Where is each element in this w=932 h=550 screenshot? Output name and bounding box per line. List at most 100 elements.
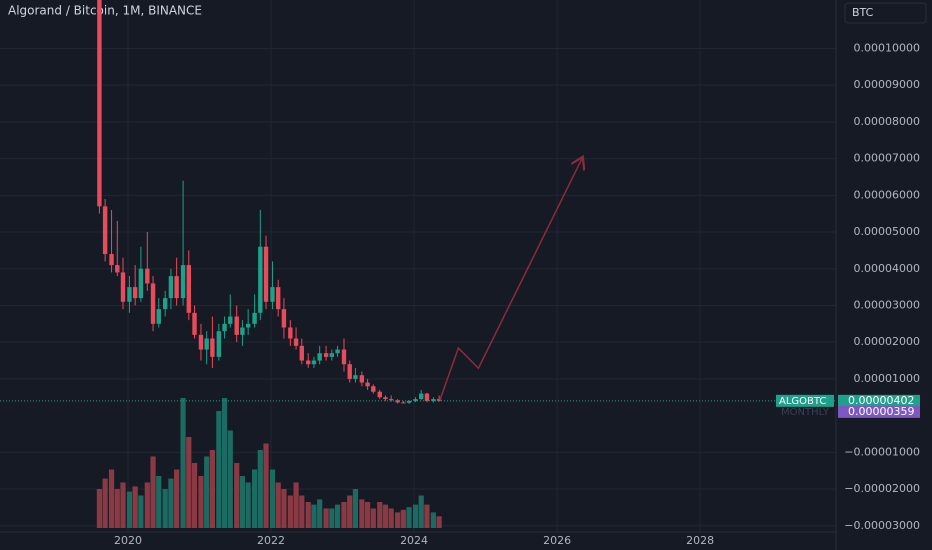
y-tick-label: 0.00002000 (854, 335, 920, 348)
candle-body (245, 323, 251, 328)
volume-bar (269, 469, 276, 528)
candle-body (168, 276, 174, 299)
volume-bar (257, 450, 263, 528)
volume-bar (245, 482, 251, 528)
volume-bar (144, 482, 150, 528)
y-tick-label: 0.00009000 (854, 78, 920, 91)
candle-body (263, 246, 269, 302)
symbol-label: ALGOBTC (779, 396, 826, 407)
volume-bar (120, 482, 126, 528)
candle-body (127, 287, 132, 302)
candle-body (192, 312, 197, 335)
volume-bar (436, 516, 442, 528)
y-tick-label: 0.00005000 (854, 225, 920, 238)
candle-body (383, 397, 388, 400)
candle-body (234, 316, 239, 335)
y-tick-label: 0.00003000 (854, 298, 920, 311)
volume-bar (418, 495, 424, 528)
candle-body (299, 345, 304, 361)
candle-body (210, 338, 215, 357)
volume-bar (221, 398, 228, 528)
candle-body (115, 265, 120, 273)
candle-body (311, 360, 317, 365)
monthly-label: MONTHLY (781, 407, 830, 418)
volume-bar (305, 502, 311, 528)
monthly-price-label: 0.00000359 (848, 405, 914, 418)
y-tick-label: 0.00007000 (854, 152, 920, 165)
price-label: 0.00000402 (848, 394, 914, 407)
volume-bar (138, 495, 144, 528)
y-tick-label: 0.00006000 (854, 188, 920, 201)
volume-bar (430, 512, 436, 528)
candle-body (359, 375, 365, 383)
candle-body (436, 399, 442, 401)
volume-bar (317, 499, 323, 528)
volume-bar (400, 509, 406, 528)
candle-body (323, 353, 329, 357)
volume-bar (287, 495, 293, 528)
candle-body (341, 349, 347, 365)
candle-body (162, 298, 168, 310)
x-tick-label: 2024 (400, 534, 428, 547)
candle-body (109, 254, 114, 266)
volume-bar (311, 504, 317, 528)
candle-body (102, 206, 108, 255)
candle-body (395, 400, 400, 403)
candle-body (150, 283, 156, 324)
volume-bar (227, 430, 233, 528)
volume-bar (359, 499, 365, 528)
y-tick-label: 0.00008000 (854, 115, 920, 128)
volume-bar (198, 476, 204, 528)
candle-body (270, 287, 275, 302)
y-tick-label: −0.00002000 (844, 482, 920, 495)
volume-bar (293, 482, 299, 528)
x-tick-label: 2022 (257, 534, 285, 547)
currency-label[interactable]: BTC (852, 6, 874, 19)
candle-body (371, 386, 376, 392)
candle-body (377, 391, 382, 398)
candle-body (281, 309, 287, 328)
volume-bar (412, 504, 419, 528)
chart-title: Algorand / Bitcoin, 1M, BINANCE (8, 4, 202, 18)
volume-bar (162, 489, 168, 528)
candle-body (186, 265, 191, 313)
volume-bar (424, 504, 430, 528)
candle-body (424, 393, 430, 401)
candle-body (406, 400, 412, 403)
volume-bar (334, 504, 341, 528)
volume-bar (150, 456, 156, 528)
volume-bar (186, 437, 192, 528)
candle-body (288, 327, 293, 339)
candle-body (401, 402, 406, 404)
currency-button[interactable] (844, 2, 927, 24)
volume-bar (168, 478, 174, 528)
projection-arrow (439, 157, 583, 401)
candle-body (132, 287, 138, 299)
volume-bar (347, 495, 353, 528)
candle-body (97, 0, 102, 207)
volume-bar (281, 489, 287, 528)
candle-body (138, 268, 144, 299)
candle-body (335, 349, 340, 354)
volume-bar (114, 489, 120, 528)
candle-body (317, 353, 322, 361)
candle-body (240, 327, 245, 335)
price-badge (838, 394, 920, 407)
candle-body (156, 309, 161, 324)
volume-bar (251, 469, 258, 528)
candle-body (431, 399, 436, 401)
volume-bar (377, 502, 383, 528)
y-tick-label: 0.00010000 (854, 41, 920, 54)
candle-body (145, 268, 150, 284)
volume-bar (102, 478, 108, 528)
volume-bar (96, 489, 103, 528)
candle-body (275, 287, 281, 310)
volume-bar (406, 507, 412, 528)
volume-bar (234, 463, 240, 528)
candle-body (347, 364, 352, 379)
volume-bar (329, 508, 335, 528)
monthly-badge (838, 405, 920, 418)
candle-body (293, 338, 299, 346)
volume-bar (395, 512, 401, 528)
